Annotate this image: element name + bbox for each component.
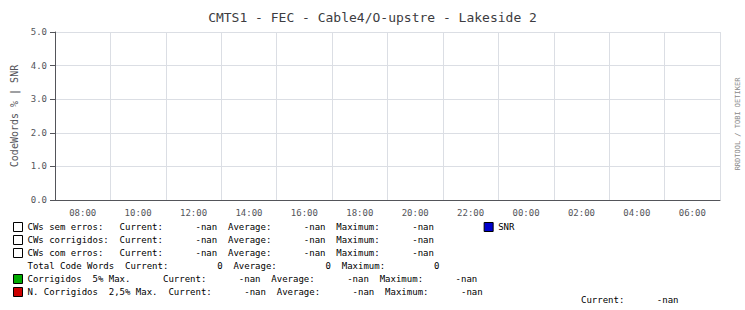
svg-text:14:00: 14:00 (235, 208, 262, 218)
svg-text:20:00: 20:00 (402, 208, 429, 218)
svg-text:16:00: 16:00 (291, 208, 318, 218)
svg-text:RRDTOOL / TOBI OETIKER: RRDTOOL / TOBI OETIKER (734, 77, 742, 171)
svg-text:02:00: 02:00 (568, 208, 595, 218)
svg-text:CMTS1 - FEC - Cable4/O-upstre: CMTS1 - FEC - Cable4/O-upstre - Lakeside… (208, 10, 537, 25)
svg-text:CWs corrigidos: Current:: CWs corrigidos: Current: -nan Average: -… (28, 235, 434, 245)
svg-text:18:00: 18:00 (346, 208, 373, 218)
svg-text:Total Code Words Current:: Total Code Words Current: 0 Average: 0 M… (28, 261, 440, 271)
svg-text:1.0: 1.0 (31, 161, 47, 171)
svg-text:10:00: 10:00 (125, 208, 152, 218)
svg-text:08:00: 08:00 (69, 208, 96, 218)
svg-text:N. Corrigidos 2,5% Max. Curr: N. Corrigidos 2,5% Max. Current: -nan Av… (28, 287, 483, 297)
svg-text:0.0: 0.0 (31, 195, 47, 205)
svg-text:00:00: 00:00 (512, 208, 539, 218)
svg-text:06:00: 06:00 (679, 208, 706, 218)
svg-text:CWs com erros: Current:: CWs com erros: Current: -nan Average: -n… (28, 248, 434, 258)
svg-text:Current: -nan: Current: -nan (581, 295, 679, 305)
svg-text:3.0: 3.0 (31, 94, 47, 104)
svg-text:04:00: 04:00 (623, 208, 650, 218)
svg-text:Corrigidos 5% Max. Curre: Corrigidos 5% Max. Current: -nan Average… (28, 274, 478, 284)
svg-text:SNR: SNR (498, 222, 515, 232)
svg-text:5.0: 5.0 (31, 27, 47, 37)
svg-text:CWs sem erros: Current:: CWs sem erros: Current: -nan Average: -n… (28, 222, 434, 232)
svg-text:4.0: 4.0 (31, 61, 47, 71)
svg-text:2.0: 2.0 (31, 128, 47, 138)
svg-text:22:00: 22:00 (457, 208, 484, 218)
svg-text:12:00: 12:00 (180, 208, 207, 218)
svg-text:CodeWords % | SNR: CodeWords % | SNR (9, 64, 21, 167)
